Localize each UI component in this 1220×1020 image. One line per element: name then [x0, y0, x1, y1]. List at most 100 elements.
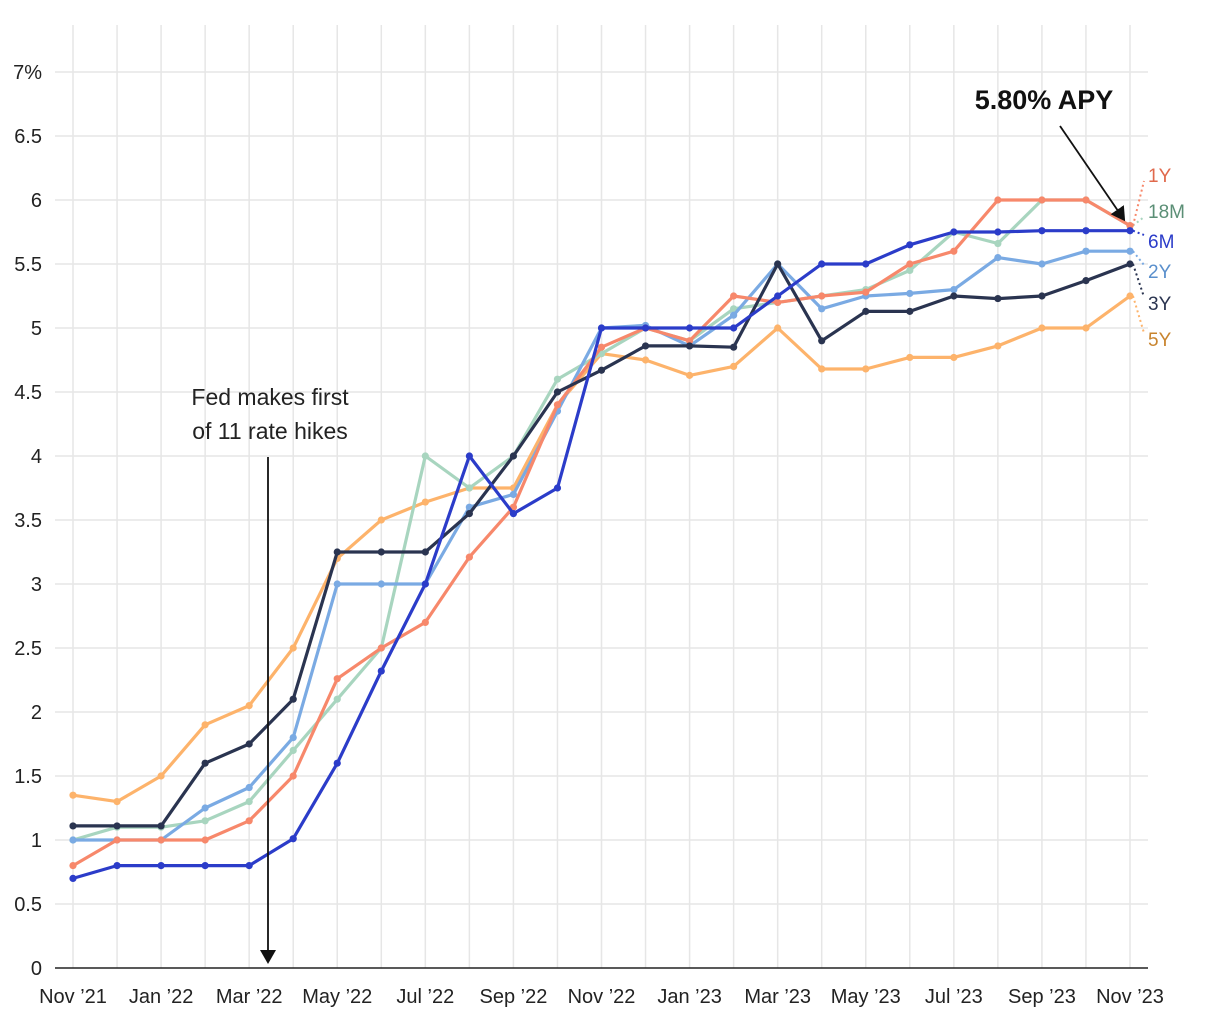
data-point: [289, 835, 297, 843]
fed-annotation-text: Fed makes first: [191, 384, 349, 410]
data-point: [289, 695, 297, 703]
data-point: [289, 772, 297, 780]
data-point: [950, 228, 958, 236]
y-tick-label: 2.5: [14, 638, 42, 660]
y-tick-label: 5.5: [14, 254, 42, 276]
data-point: [289, 746, 297, 755]
x-tick-label: Nov ’23: [1096, 986, 1164, 1008]
data-point: [553, 401, 562, 409]
data-point: [950, 292, 958, 300]
data-point: [1126, 247, 1134, 255]
y-tick-label: 6: [31, 190, 42, 212]
data-point: [377, 580, 385, 588]
data-point: [818, 305, 826, 313]
y-tick-label: 1: [31, 830, 42, 852]
legend-leader-5y: [1132, 295, 1145, 334]
data-point: [157, 836, 165, 844]
data-point: [1082, 247, 1090, 255]
data-point: [157, 862, 165, 870]
y-tick-label: 0.5: [14, 894, 42, 916]
data-point: [245, 702, 253, 710]
x-tick-label: Nov ’22: [568, 986, 636, 1008]
data-point: [774, 324, 782, 332]
data-point: [201, 721, 209, 729]
data-point: [201, 817, 209, 825]
y-tick-label: 2: [31, 702, 42, 724]
data-point: [818, 260, 826, 268]
data-point: [1082, 324, 1090, 332]
data-point: [906, 289, 914, 298]
data-point: [862, 365, 870, 373]
data-point: [1038, 292, 1046, 300]
data-point: [1038, 196, 1046, 204]
data-point: [69, 791, 77, 799]
data-point: [685, 337, 694, 345]
data-point: [465, 452, 473, 460]
data-point: [245, 817, 253, 825]
fed-annotation-text: of 11 rate hikes: [192, 418, 348, 444]
data-point: [1126, 227, 1134, 235]
legend-label-5y: 5Y: [1148, 330, 1172, 351]
data-point: [333, 675, 341, 683]
legend-leader-18m: [1132, 216, 1145, 227]
data-point: [333, 695, 341, 703]
data-point: [377, 644, 385, 652]
y-tick-label: 1.5: [14, 766, 42, 788]
data-point: [421, 498, 429, 506]
data-point: [509, 490, 518, 498]
series-6m: [69, 227, 1134, 883]
data-point: [994, 342, 1002, 350]
y-tick-label: 3.5: [14, 510, 42, 532]
data-point: [245, 740, 253, 748]
data-point: [421, 580, 429, 588]
data-point: [685, 324, 694, 332]
series-1y: [69, 196, 1134, 870]
data-point: [950, 286, 958, 294]
axis-layer: 0 0.5 1 1.5 2 2.5 3 3.5 4 4.5 5 5.5 6 6.5 7% Nov ’21 Jan…: [13, 62, 1164, 1008]
x-tick-label: Jan ’22: [129, 986, 194, 1008]
data-point: [377, 667, 385, 675]
data-point: [730, 343, 738, 351]
apy-callout-arrow: [1059, 125, 1126, 222]
data-point: [597, 324, 606, 332]
data-point: [157, 772, 165, 780]
data-point: [1038, 227, 1046, 235]
data-point: [465, 553, 473, 561]
data-point: [1038, 260, 1046, 268]
data-point: [774, 292, 782, 300]
data-point: [950, 247, 958, 255]
data-point: [1126, 292, 1134, 300]
data-point: [906, 260, 914, 268]
data-point: [818, 337, 826, 345]
data-point: [245, 862, 253, 870]
data-point: [333, 759, 341, 767]
data-point: [1038, 324, 1046, 332]
data-point: [69, 862, 77, 870]
data-point: [1126, 260, 1134, 268]
series-layer: [69, 196, 1134, 883]
y-tick-label: 7%: [13, 62, 42, 84]
legend-layer: 5Y 18M 2Y 1Y 3Y 6M: [1132, 166, 1185, 351]
data-point: [553, 484, 562, 492]
data-point: [113, 798, 121, 806]
x-tick-label: Sep ’22: [479, 986, 547, 1008]
data-point: [597, 366, 606, 374]
data-point: [377, 516, 385, 524]
data-point: [421, 618, 429, 627]
data-point: [509, 452, 518, 460]
y-tick-label: 4.5: [14, 382, 42, 404]
data-point: [730, 305, 738, 313]
legend-leader-2y: [1132, 250, 1145, 266]
data-point: [730, 324, 738, 332]
data-point: [113, 836, 121, 844]
legend-label-18m: 18M: [1148, 202, 1185, 223]
data-point: [862, 260, 870, 268]
data-point: [69, 822, 77, 830]
legend-label-1y: 1Y: [1148, 166, 1172, 187]
data-point: [906, 266, 914, 274]
data-point: [994, 239, 1002, 248]
legend-label-2y: 2Y: [1148, 262, 1172, 283]
data-point: [289, 644, 297, 652]
x-tick-label: Jul ’22: [396, 986, 454, 1008]
